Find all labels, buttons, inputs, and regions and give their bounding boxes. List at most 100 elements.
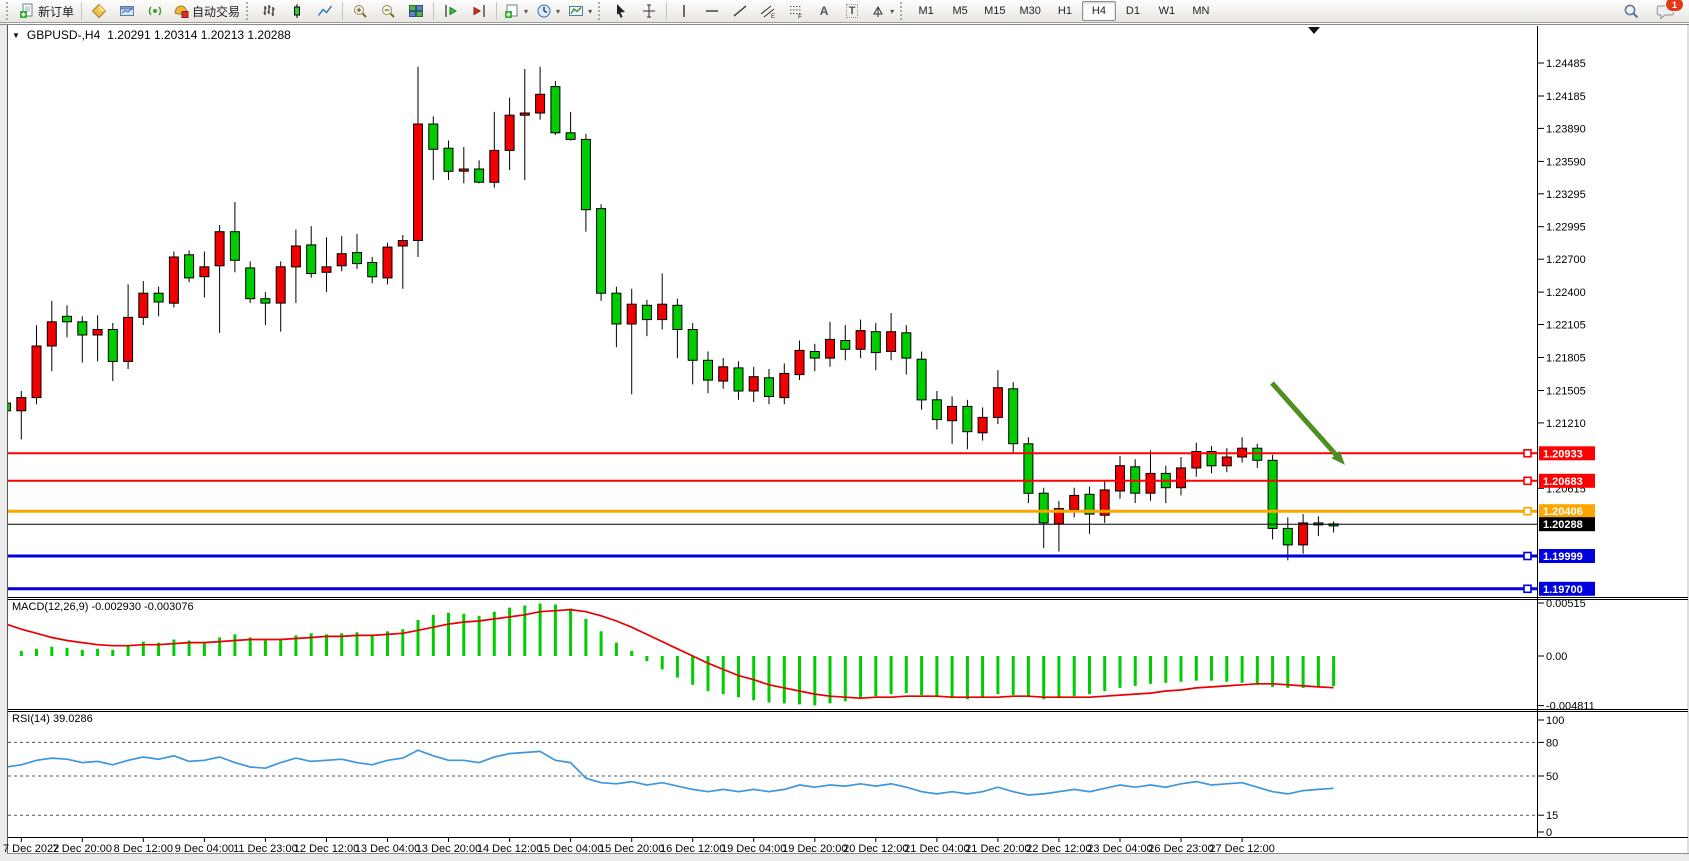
crosshair-button[interactable] xyxy=(635,0,663,22)
zoom-in-button[interactable] xyxy=(346,0,374,22)
auto-scroll-icon xyxy=(471,3,487,19)
auto-scroll-button[interactable] xyxy=(465,0,493,22)
svg-text:-0.004811: -0.004811 xyxy=(1546,701,1595,713)
hline-1.19700[interactable] xyxy=(8,584,1538,594)
text-label-button[interactable]: T xyxy=(838,0,866,22)
text-button[interactable]: A xyxy=(810,0,838,22)
svg-text:26 Dec 23:00: 26 Dec 23:00 xyxy=(1148,843,1213,855)
candlestick-chart-button[interactable] xyxy=(283,0,311,22)
price-badges: 1.20933 1.20683 1.20406 1.19999 1.19700 1.202… xyxy=(1539,446,1595,596)
fibonacci-icon: F xyxy=(788,3,804,19)
zoom-out-icon xyxy=(380,3,396,19)
svg-text:22 Dec 12:00: 22 Dec 12:00 xyxy=(1026,843,1091,855)
dropdown-arrow-icon: ▾ xyxy=(588,6,593,16)
svg-text:15: 15 xyxy=(1546,810,1558,822)
macd-signal-line xyxy=(8,608,1334,700)
rsi-line xyxy=(8,749,1334,796)
autotrade-button[interactable]: 自动交易 xyxy=(169,0,244,22)
fibonacci-button[interactable]: F xyxy=(782,0,810,22)
candlesticks xyxy=(8,66,1339,561)
tile-windows-button[interactable] xyxy=(402,0,430,22)
zoom-out-button[interactable] xyxy=(374,0,402,22)
svg-text:1.19999: 1.19999 xyxy=(1543,551,1583,563)
search-button[interactable] xyxy=(1617,0,1645,22)
vertical-line-button[interactable] xyxy=(670,0,698,22)
svg-text:0.00: 0.00 xyxy=(1546,651,1567,663)
signals-icon xyxy=(147,3,163,19)
trendline-button[interactable] xyxy=(726,0,754,22)
toolbar-grip[interactable] xyxy=(900,2,905,20)
crosshair-icon xyxy=(641,3,657,19)
tf-button-H1[interactable]: H1 xyxy=(1057,5,1072,17)
svg-text:27 Dec 12:00: 27 Dec 12:00 xyxy=(1209,843,1274,855)
toolbar-grip[interactable] xyxy=(598,2,603,20)
market-watch-button[interactable] xyxy=(85,0,113,22)
arrows-button[interactable]: ▾ xyxy=(866,0,898,22)
channel-icon: E xyxy=(760,3,776,19)
svg-text:1.22700: 1.22700 xyxy=(1546,254,1586,266)
svg-text:11 Dec 23:00: 11 Dec 23:00 xyxy=(233,843,298,855)
macd-indicator-label: MACD(12,26,9) -0.002930 -0.003076 xyxy=(12,601,194,613)
svg-text:7 Dec 2022: 7 Dec 2022 xyxy=(3,843,59,855)
svg-text:1.20288: 1.20288 xyxy=(1543,519,1583,531)
svg-text:19 Dec 20:00: 19 Dec 20:00 xyxy=(782,843,847,855)
toolbar-grip[interactable] xyxy=(246,2,251,20)
tf-button-M1[interactable]: M1 xyxy=(918,5,934,17)
tf-button-D1[interactable]: D1 xyxy=(1125,5,1140,17)
tf-button-M15[interactable]: M15 xyxy=(984,5,1006,17)
svg-text:13 Dec 04:00: 13 Dec 04:00 xyxy=(355,843,420,855)
rsi-levels xyxy=(8,741,1538,816)
line-chart-button[interactable] xyxy=(311,0,339,22)
tf-button-H4[interactable]: H4 xyxy=(1081,1,1116,21)
new-order-button[interactable]: 新订单 xyxy=(15,0,78,22)
gold-diamond-icon xyxy=(91,3,107,19)
svg-text:9 Dec 04:00: 9 Dec 04:00 xyxy=(175,843,234,855)
zoom-in-icon xyxy=(352,3,368,19)
notification-badge: 1 xyxy=(1665,0,1684,12)
tf-button-M5[interactable]: M5 xyxy=(952,5,968,17)
cursor-button[interactable] xyxy=(607,0,635,22)
templates-button[interactable]: ▾ xyxy=(564,0,596,22)
terminal-button[interactable] xyxy=(113,0,141,22)
periods-button[interactable]: ▾ xyxy=(532,0,564,22)
signals-button[interactable] xyxy=(141,0,169,22)
rsi-indicator-label: RSI(14) 39.0286 xyxy=(12,713,93,725)
hline-1.19999[interactable] xyxy=(8,551,1538,561)
macd-values: -0.002930 -0.003076 xyxy=(91,601,194,613)
toolbar-grip[interactable] xyxy=(6,2,11,20)
vertical-line-icon xyxy=(676,3,692,19)
bar-chart-icon xyxy=(261,3,277,19)
macd-axis: 0.00515 0.00 -0.004811 xyxy=(1538,598,1595,713)
chat-button[interactable]: 1 xyxy=(1651,0,1684,22)
hline-1.20683[interactable] xyxy=(8,476,1538,486)
separator xyxy=(666,2,668,20)
svg-text:1.22995: 1.22995 xyxy=(1546,222,1586,234)
dropdown-arrow-icon: ▾ xyxy=(890,6,895,16)
horizontal-line-button[interactable] xyxy=(698,0,726,22)
tf-button-W1[interactable]: W1 xyxy=(1158,5,1176,17)
svg-text:8 Dec 12:00: 8 Dec 12:00 xyxy=(114,843,173,855)
separator xyxy=(496,2,498,20)
svg-text:15 Dec 20:00: 15 Dec 20:00 xyxy=(599,843,664,855)
tile-windows-icon xyxy=(408,3,424,19)
svg-text:21 Dec 20:00: 21 Dec 20:00 xyxy=(965,843,1030,855)
arrows-icon xyxy=(870,3,886,19)
new-chart-button[interactable]: ▾ xyxy=(500,0,532,22)
svg-text:1.20933: 1.20933 xyxy=(1543,448,1583,460)
tf-button-MN[interactable]: MN xyxy=(1192,5,1210,17)
ohlc-values: 1.20291 1.20314 1.20213 1.20288 xyxy=(107,28,291,42)
equidistant-channel-button[interactable]: E xyxy=(754,0,782,22)
tf-button-M30[interactable]: M30 xyxy=(1019,5,1041,17)
chart-shift-button[interactable] xyxy=(437,0,465,22)
chart-shift-marker[interactable] xyxy=(1308,27,1320,34)
svg-text:1.22400: 1.22400 xyxy=(1546,287,1586,299)
hline-1.20406[interactable] xyxy=(8,506,1538,516)
title-dropdown-icon[interactable]: ▼ xyxy=(12,30,20,40)
svg-text:1.24185: 1.24185 xyxy=(1546,91,1586,103)
bar-chart-button[interactable] xyxy=(255,0,283,22)
hline-1.20933[interactable] xyxy=(8,448,1538,458)
annotation-arrow[interactable] xyxy=(1270,381,1345,465)
autotrade-icon xyxy=(173,3,189,19)
